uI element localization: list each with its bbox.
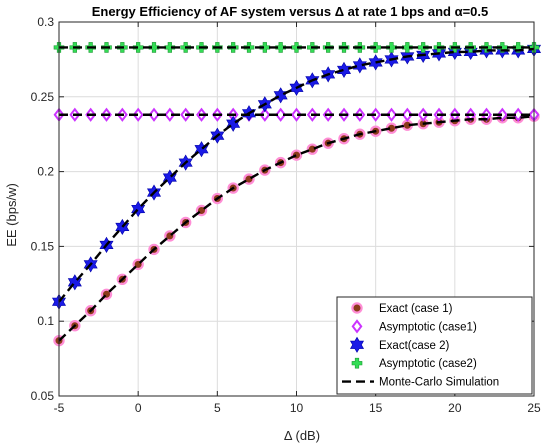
- data-point: [290, 149, 303, 161]
- x-axis-label: Δ (dB): [284, 428, 320, 443]
- data-point: [148, 42, 160, 53]
- data-point: [148, 107, 160, 122]
- x-tick-label: -5: [54, 401, 65, 415]
- legend-marker: [351, 302, 363, 314]
- data-point: [273, 87, 288, 104]
- x-tick-label: 0: [135, 401, 142, 415]
- plot-area: [51, 40, 542, 347]
- data-point: [512, 42, 524, 53]
- y-tick-label: 0.3: [37, 15, 54, 29]
- data-point: [352, 57, 367, 74]
- axis-ticks: -5 0 5 10 15 20 25 0.05 0.1 0.15 0.2 0.25 0.3: [31, 15, 541, 415]
- legend-label: Asymptotic (case1): [379, 321, 477, 333]
- series-monte-carlo-simulation: [58, 46, 535, 342]
- data-point: [259, 107, 271, 122]
- data-point: [164, 42, 176, 53]
- data-point: [291, 42, 302, 53]
- legend: Exact (case 1) Asymptotic (case1) Exact(ca…: [336, 296, 533, 395]
- legend-marker: [349, 336, 365, 353]
- data-point: [164, 107, 176, 122]
- data-point: [243, 173, 255, 185]
- simulation-line: [58, 47, 535, 303]
- data-point: [386, 42, 397, 53]
- data-point: [132, 107, 144, 122]
- chart-title: Energy Efficiency of AF system versus Δ …: [92, 4, 489, 19]
- x-tick-label: 20: [448, 401, 462, 415]
- data-point: [275, 42, 286, 53]
- legend-label: Monte-Carlo Simulation: [379, 377, 499, 389]
- data-point: [132, 42, 144, 53]
- data-point: [497, 42, 508, 53]
- legend-marker: [351, 319, 363, 334]
- y-tick-label: 0.15: [31, 239, 55, 253]
- y-tick-label: 0.1: [37, 314, 54, 328]
- data-point: [291, 107, 302, 122]
- y-tick-label: 0.25: [31, 90, 55, 104]
- data-point: [496, 107, 508, 122]
- data-point: [226, 115, 241, 132]
- y-tick-label: 0.2: [37, 165, 54, 179]
- simulation-line: [58, 115, 535, 342]
- y-tick-label: 0.05: [31, 389, 55, 403]
- legend-marker: [351, 357, 363, 369]
- legend-label: Asymptotic (case2): [379, 358, 477, 370]
- x-tick-label: 25: [527, 401, 541, 415]
- y-axis-label: EE (bps/w): [4, 183, 19, 247]
- data-point: [401, 107, 413, 122]
- data-point: [512, 107, 524, 122]
- legend-label: Exact (case 1): [379, 303, 453, 315]
- legend-box: [336, 296, 533, 395]
- x-tick-label: 15: [369, 401, 383, 415]
- data-point: [402, 42, 413, 53]
- legend-label: Exact(case 2): [379, 340, 449, 352]
- data-point: [306, 143, 319, 155]
- x-tick-label: 5: [214, 401, 221, 415]
- data-point: [275, 107, 287, 122]
- x-tick-label: 10: [290, 401, 304, 415]
- data-point: [336, 61, 352, 78]
- data-point: [386, 107, 397, 122]
- data-point: [259, 42, 271, 53]
